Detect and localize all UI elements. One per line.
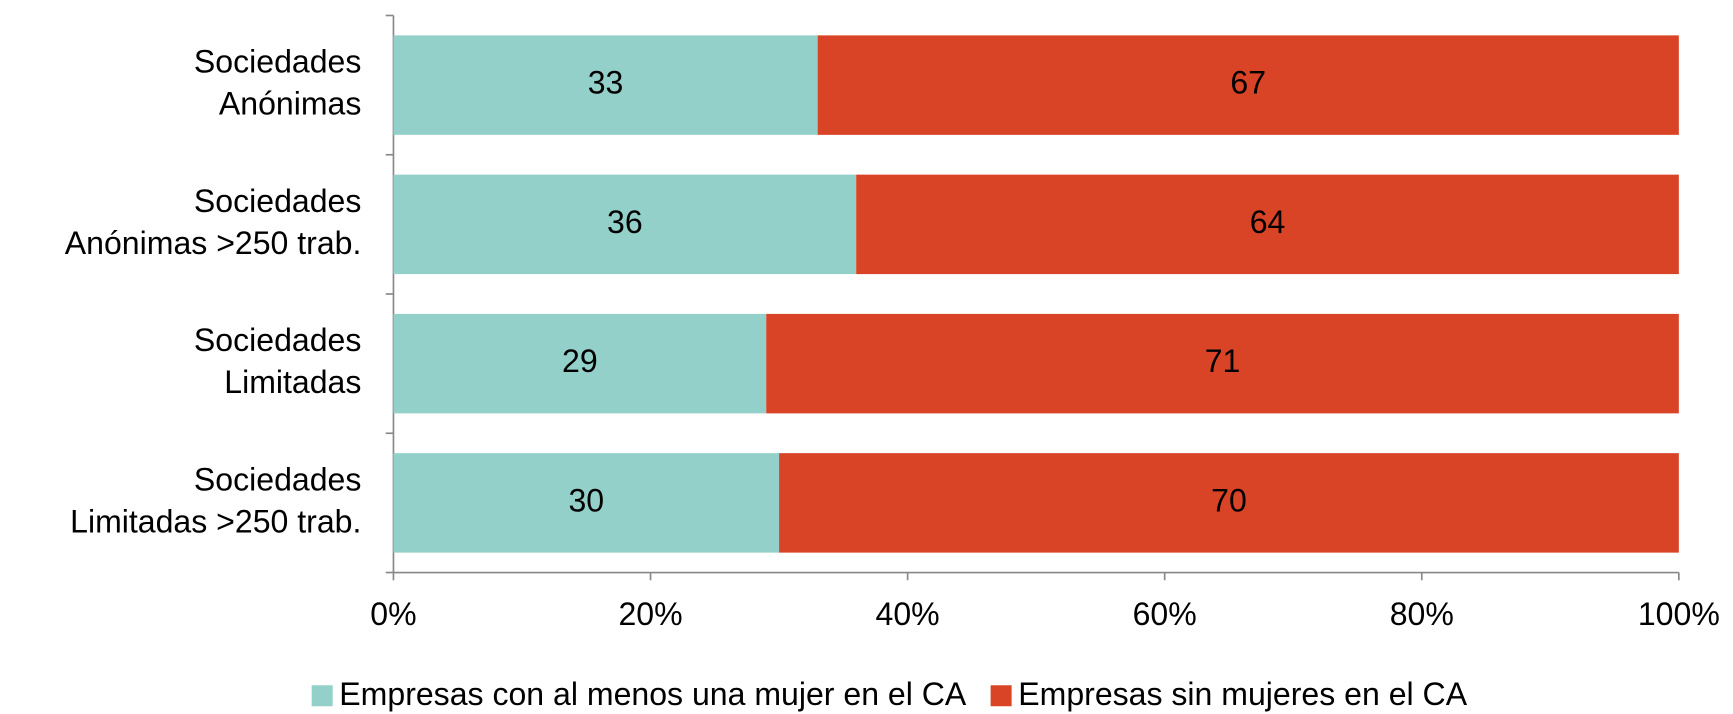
bar-segment (393, 453, 780, 553)
data-label: 70 (1211, 482, 1247, 518)
category-label: Sociedades (194, 322, 361, 358)
legend-label: Empresas sin mujeres en el CA (1018, 676, 1467, 712)
data-label: 67 (1230, 65, 1266, 101)
x-tick-label: 60% (1133, 596, 1197, 632)
bar-segment (779, 453, 1679, 553)
x-tick-label: 80% (1390, 596, 1454, 632)
x-tick-label: 20% (618, 596, 682, 632)
data-label: 36 (607, 204, 643, 240)
legend-swatch (990, 685, 1012, 707)
data-label: 64 (1250, 204, 1286, 240)
data-label: 71 (1205, 343, 1241, 379)
bar-segment (766, 313, 1679, 414)
legend-swatch (311, 685, 333, 707)
data-label: 33 (588, 65, 624, 101)
x-tick-label: 0% (370, 596, 416, 632)
category-label: Sociedades (194, 461, 361, 497)
category-label: Anónimas >250 trab. (65, 225, 362, 261)
bar-segment (856, 174, 1679, 275)
data-label: 30 (568, 482, 604, 518)
data-label: 29 (562, 343, 598, 379)
category-label: Sociedades (194, 44, 361, 80)
category-label: Limitadas >250 trab. (70, 503, 361, 539)
category-label: Anónimas (219, 86, 362, 122)
category-label: Limitadas (224, 364, 361, 400)
bar-segment (393, 174, 857, 275)
legend-label: Empresas con al menos una mujer en el CA (339, 676, 967, 712)
bar-segment (817, 35, 1679, 135)
x-tick-label: 40% (876, 596, 940, 632)
x-tick-label: 100% (1638, 596, 1720, 632)
bar-segment (393, 35, 818, 135)
category-label: Sociedades (194, 183, 361, 219)
bar-segment (393, 313, 767, 414)
